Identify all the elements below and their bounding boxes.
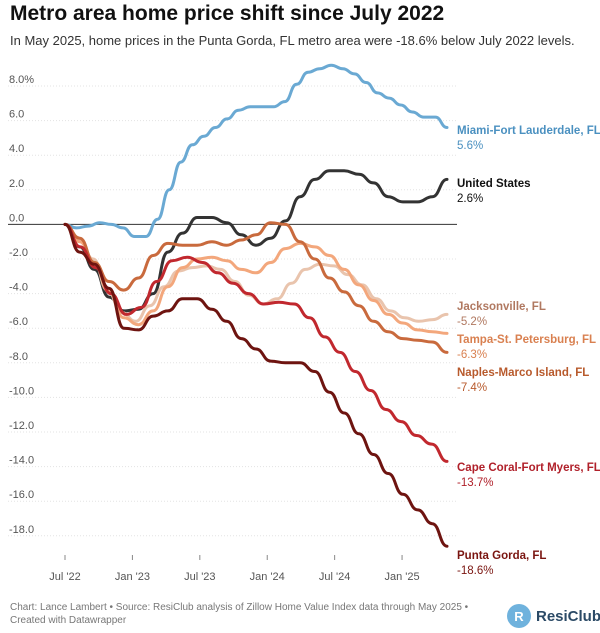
y-tick-label: -14.0 (9, 455, 34, 467)
series-line-naples (63, 221, 449, 354)
resiclub-logo-icon: R (507, 604, 531, 628)
series-value-punta: -18.6% (457, 565, 493, 577)
y-tick-label: -12.0 (9, 420, 34, 432)
y-tick-label: 2.0 (9, 178, 24, 190)
series-line-tampa (63, 222, 449, 335)
series-line-us (63, 169, 449, 313)
y-tick-label: -4.0 (9, 282, 28, 294)
series-line-cape (63, 222, 449, 463)
y-axis: 8.0% 6.0 4.0 2.0 0.0 -2.0 -4.0 -6.0 -8.0 -10.0 -12… (9, 74, 34, 536)
x-tick-label: Jan '24 (250, 571, 285, 583)
y-tick-label: -2.0 (9, 247, 28, 259)
series-value-us: 2.6% (457, 193, 483, 205)
series-line-punta (63, 222, 449, 548)
series-lines (63, 63, 449, 548)
series-line-miami (63, 63, 449, 238)
series-name-tampa: Tampa-St. Petersburg, FL (457, 334, 596, 346)
series-value-cape: -13.7% (457, 477, 493, 489)
series-value-jacksonville: -5.2% (457, 316, 487, 328)
x-tick-label: Jan '25 (384, 571, 419, 583)
chart-subtitle: In May 2025, home prices in the Punta Go… (10, 33, 575, 48)
y-tick-label: 6.0 (9, 109, 24, 121)
x-tick-label: Jan '23 (115, 571, 150, 583)
chart-footer-credit: Chart: Lance Lambert • Source: ResiClub … (10, 602, 469, 626)
y-tick-label: 4.0 (9, 143, 24, 155)
x-tick-label: Jul '23 (184, 571, 215, 583)
x-axis: Jul '22 Jan '23 Jul '23 Jan '24 Jul '24 Jan '… (49, 555, 420, 583)
y-tick-label: 0.0 (9, 212, 24, 224)
brand-name: ResiClub (536, 607, 600, 625)
y-tick-label: -10.0 (9, 385, 34, 397)
series-name-miami: Miami-Fort Lauderdale, FL (457, 125, 600, 137)
y-tick-label: -8.0 (9, 351, 28, 363)
y-tick-label: 8.0% (9, 74, 34, 86)
x-tick-label: Jul '24 (319, 571, 350, 583)
series-name-naples: Naples-Marco Island, FL (457, 367, 589, 379)
y-tick-label: -18.0 (9, 524, 34, 536)
y-tick-label: -6.0 (9, 316, 28, 328)
series-value-naples: -7.4% (457, 382, 487, 394)
series-name-jacksonville: Jacksonville, FL (457, 301, 546, 313)
series-name-cape: Cape Coral-Fort Myers, FL (457, 462, 600, 474)
series-name-us: United States (457, 178, 531, 190)
series-name-punta: Punta Gorda, FL (457, 550, 546, 562)
y-tick-label: -16.0 (9, 489, 34, 501)
x-tick-label: Jul '22 (49, 571, 80, 583)
series-value-tampa: -6.3% (457, 349, 487, 361)
brand-logo[interactable]: R ResiClub (506, 603, 600, 629)
line-chart: 8.0% 6.0 4.0 2.0 0.0 -2.0 -4.0 -6.0 -8.0 -10.0 -12… (8, 63, 600, 583)
chart-title: Metro area home price shift since July 2… (10, 2, 445, 25)
series-labels: Miami-Fort Lauderdale, FL 5.6% United Stat… (457, 125, 600, 577)
series-value-miami: 5.6% (457, 140, 483, 152)
svg-text:R: R (514, 609, 524, 624)
